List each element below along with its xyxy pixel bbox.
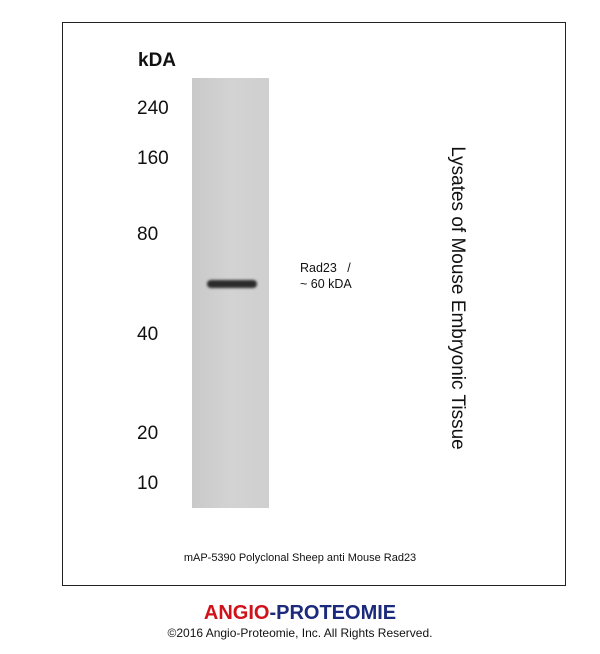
marker-label: 10 (137, 473, 159, 494)
sample-label: Lysates of Mouse Embryonic Tissue (447, 146, 468, 450)
unit-label: kDA (138, 50, 177, 71)
blot-lane (192, 78, 269, 508)
figure-frame (62, 22, 566, 586)
marker-label: 160 (137, 148, 169, 169)
brand-sep: - (269, 602, 277, 624)
marker-label: 20 (137, 423, 159, 444)
marker-label: 80 (137, 224, 159, 245)
band-name: Rad23 / (300, 261, 351, 275)
marker-label: 40 (137, 324, 159, 345)
band-annotation: Rad23 / ~ 60 kDA (300, 260, 352, 292)
band-size: ~ 60 kDA (300, 277, 352, 291)
brand-part1: ANGIO (203, 602, 270, 624)
protein-band (207, 280, 257, 288)
brand-logo: ANGIO-PROTEOMIE (0, 602, 600, 625)
brand-part2: PROTEOMIE (276, 602, 397, 624)
copyright: ©2016 Angio-Proteomie, Inc. All Rights R… (167, 626, 433, 640)
marker-label: 240 (137, 98, 169, 119)
antibody-caption: mAP-5390 Polyclonal Sheep anti Mouse Rad… (183, 552, 417, 564)
